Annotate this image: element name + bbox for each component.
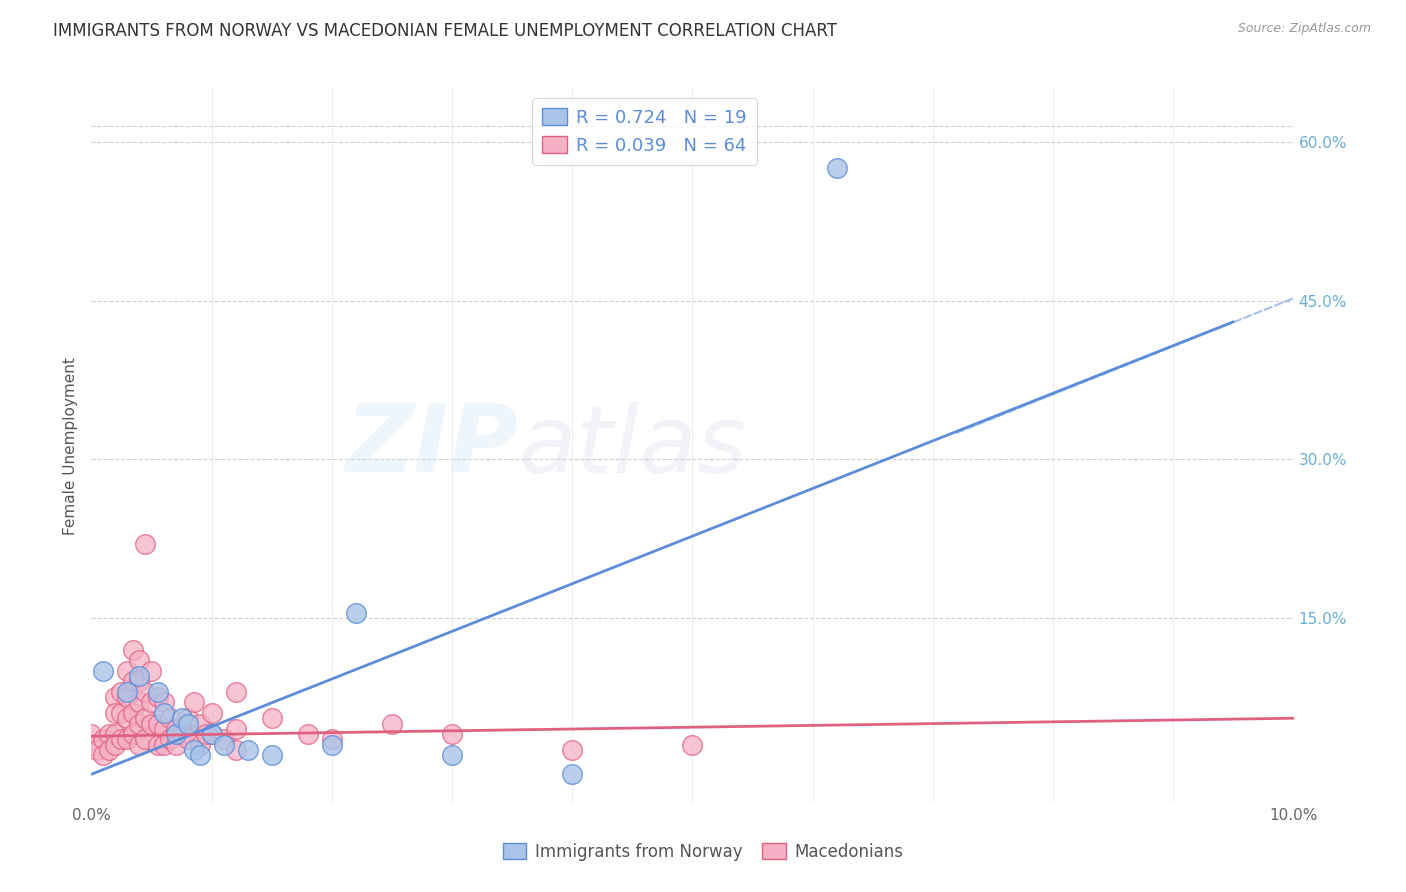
Point — [825, 161, 848, 176]
Y-axis label: Female Unemployment: Female Unemployment — [63, 357, 79, 535]
Point — [188, 748, 211, 763]
Point — [170, 727, 193, 741]
Point — [321, 732, 343, 747]
Point — [128, 674, 150, 689]
Point — [122, 642, 145, 657]
Point — [86, 743, 108, 757]
Point — [152, 738, 174, 752]
Point — [141, 695, 163, 709]
Point — [159, 711, 181, 725]
Point — [176, 711, 198, 725]
Point — [117, 664, 139, 678]
Point — [104, 706, 127, 720]
Text: atlas: atlas — [519, 401, 747, 491]
Point — [110, 732, 132, 747]
Point — [201, 727, 224, 741]
Point — [117, 732, 139, 747]
Point — [225, 722, 247, 736]
Point — [134, 537, 156, 551]
Point — [170, 711, 193, 725]
Point — [98, 727, 121, 741]
Point — [128, 695, 150, 709]
Point — [440, 748, 463, 763]
Text: Source: ZipAtlas.com: Source: ZipAtlas.com — [1237, 22, 1371, 36]
Point — [80, 727, 103, 741]
Point — [152, 706, 174, 720]
Point — [165, 738, 187, 752]
Point — [344, 606, 367, 620]
Point — [188, 716, 211, 731]
Point — [165, 727, 187, 741]
Point — [152, 722, 174, 736]
Point — [117, 711, 139, 725]
Legend: Immigrants from Norway, Macedonians: Immigrants from Norway, Macedonians — [496, 836, 910, 867]
Point — [194, 727, 217, 741]
Point — [146, 716, 169, 731]
Point — [225, 743, 247, 757]
Point — [98, 743, 121, 757]
Point — [93, 748, 115, 763]
Point — [128, 653, 150, 667]
Point — [681, 738, 703, 752]
Point — [183, 743, 205, 757]
Point — [117, 685, 139, 699]
Point — [122, 727, 145, 741]
Point — [176, 732, 198, 747]
Text: IMMIGRANTS FROM NORWAY VS MACEDONIAN FEMALE UNEMPLOYMENT CORRELATION CHART: IMMIGRANTS FROM NORWAY VS MACEDONIAN FEM… — [53, 22, 838, 40]
Point — [141, 716, 163, 731]
Point — [93, 664, 115, 678]
Point — [122, 706, 145, 720]
Point — [146, 690, 169, 704]
Point — [561, 743, 583, 757]
Point — [440, 727, 463, 741]
Point — [134, 732, 156, 747]
Point — [159, 732, 181, 747]
Point — [141, 664, 163, 678]
Point — [146, 738, 169, 752]
Point — [104, 738, 127, 752]
Point — [134, 711, 156, 725]
Point — [146, 685, 169, 699]
Point — [212, 732, 235, 747]
Point — [321, 738, 343, 752]
Point — [188, 738, 211, 752]
Point — [165, 722, 187, 736]
Point — [93, 732, 115, 747]
Point — [260, 748, 283, 763]
Point — [80, 738, 103, 752]
Point — [201, 706, 224, 720]
Text: ZIP: ZIP — [346, 400, 519, 492]
Point — [225, 685, 247, 699]
Point — [183, 695, 205, 709]
Point — [561, 767, 583, 781]
Point — [152, 695, 174, 709]
Legend: R = 0.724   N = 19, R = 0.039   N = 64: R = 0.724 N = 19, R = 0.039 N = 64 — [531, 98, 756, 165]
Point — [104, 727, 127, 741]
Point — [381, 716, 404, 731]
Point — [176, 716, 198, 731]
Point — [134, 685, 156, 699]
Point — [104, 690, 127, 704]
Point — [212, 738, 235, 752]
Point — [117, 690, 139, 704]
Point — [260, 711, 283, 725]
Point — [236, 743, 259, 757]
Point — [110, 685, 132, 699]
Point — [297, 727, 319, 741]
Point — [110, 706, 132, 720]
Point — [122, 674, 145, 689]
Point — [128, 716, 150, 731]
Point — [201, 727, 224, 741]
Point — [128, 738, 150, 752]
Point — [128, 669, 150, 683]
